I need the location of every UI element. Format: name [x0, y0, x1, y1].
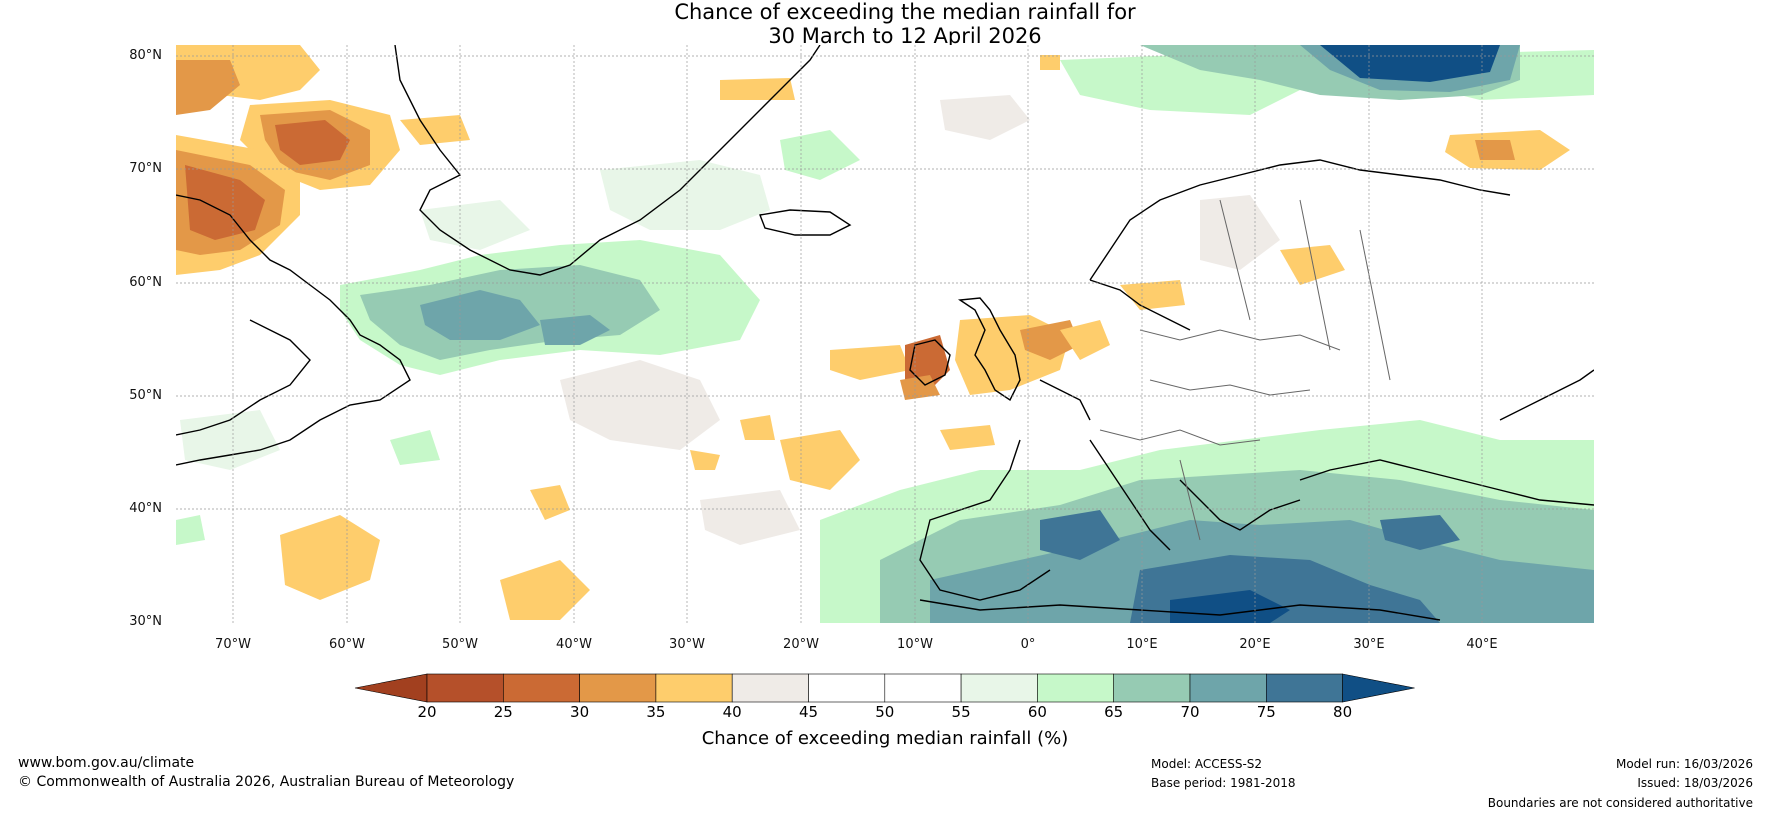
lat-label-80n: 80°N [129, 48, 162, 63]
colorbar-tick-label: 55 [951, 703, 971, 721]
lat-label-50n: 50°N [129, 388, 162, 403]
model-run-text: Model run: 16/03/2026 [1615, 757, 1753, 771]
lon-label-30e: 30°E [1353, 637, 1385, 652]
lon-label-50w: 50°W [442, 637, 478, 652]
colorbar-cell [731, 673, 809, 703]
lon-label-30w: 30°W [669, 637, 705, 652]
colorbar-tick-label: 80 [1333, 703, 1353, 721]
model-text: Model: ACCESS-S2 [1151, 757, 1263, 771]
graticule [176, 45, 1594, 623]
website-text: www.bom.gov.au/climate [18, 755, 195, 771]
colorbar-cell [1037, 673, 1115, 703]
colorbar-cell [960, 673, 1038, 703]
coastlines [176, 45, 1594, 621]
lon-label-20e: 20°E [1239, 637, 1271, 652]
colorbar-tick-label: 35 [646, 703, 666, 721]
colorbar-cell [1266, 673, 1343, 703]
colorbar-tick-label: 75 [1256, 703, 1276, 721]
colorbar-tick-label: 70 [1180, 703, 1200, 721]
colorbar-cell [426, 673, 504, 703]
colorbar-tick-label: 20 [417, 703, 437, 721]
lon-label-70w: 70°W [215, 637, 251, 652]
colorbar-cell [808, 673, 886, 703]
issued-text: Issued: 18/03/2026 [1637, 776, 1753, 790]
colorbar-cell [655, 673, 733, 703]
colorbar-tick-label: 60 [1027, 703, 1047, 721]
lat-label-40n: 40°N [129, 501, 162, 516]
country-borders [1099, 199, 1391, 541]
colorbar-label: Chance of exceeding median rainfall (%) [701, 728, 1069, 749]
rainfall-probability-shading [176, 45, 1594, 623]
base-period-text: Base period: 1981-2018 [1151, 776, 1296, 790]
colorbar-cell [1113, 673, 1191, 703]
colorbar-cell [502, 673, 580, 703]
colorbar-tick-label: 25 [493, 703, 513, 721]
lat-label-60n: 60°N [129, 275, 162, 290]
colorbar-cell [884, 673, 962, 703]
colorbar-cells [354, 673, 1415, 703]
colorbar-tick-label: 40 [722, 703, 742, 721]
map-title: Chance of exceeding the median rainfall … [0, 0, 1770, 48]
lon-label-0: 0° [1020, 637, 1036, 652]
lon-label-10e: 10°E [1126, 637, 1158, 652]
colorbar-tick-label: 45 [798, 703, 819, 721]
disclaimer-text: Boundaries are not considered authoritat… [1487, 796, 1753, 810]
colorbar-tick-label: 50 [875, 703, 895, 721]
colorbar-cell [1189, 673, 1267, 703]
colorbar-extend-high [1342, 673, 1415, 703]
colorbar-cell [579, 673, 657, 703]
title-line-1: Chance of exceeding the median rainfall … [674, 0, 1136, 24]
lon-label-40w: 40°W [556, 637, 592, 652]
colorbar-tick-label: 30 [570, 703, 590, 721]
lon-label-40e: 40°E [1466, 637, 1498, 652]
lon-label-10w: 10°W [897, 637, 933, 652]
colorbar-tick-label: 65 [1104, 703, 1124, 721]
copyright-text: © Commonwealth of Australia 2026, Austra… [18, 774, 515, 790]
title-line-2: 30 March to 12 April 2026 [768, 24, 1042, 48]
lon-label-20w: 20°W [783, 637, 819, 652]
lon-label-60w: 60°W [329, 637, 365, 652]
lat-label-30n: 30°N [129, 614, 162, 629]
lat-label-70n: 70°N [129, 161, 162, 176]
colorbar-extend-low [354, 673, 428, 703]
